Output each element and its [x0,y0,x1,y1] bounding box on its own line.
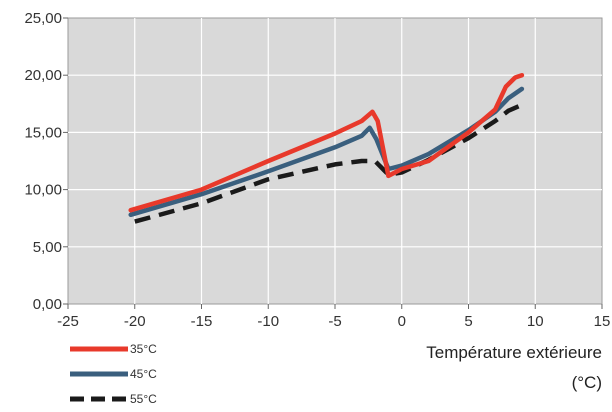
y-tick-label: 0,00 [33,296,62,313]
x-tick-label: 5 [464,313,472,330]
legend-label: 35°C [130,342,157,356]
y-tick-label: 25,00 [24,10,62,27]
y-tick-label: 5,00 [33,239,62,256]
series-line-3 [134,102,523,224]
y-tick-label: 20,00 [24,67,62,84]
x-tick-label: 0 [398,313,406,330]
x-axis-label: Température extérieure [426,343,602,362]
legend-label: 45°C [130,367,157,381]
x-tick-label: -25 [57,313,79,330]
x-tick-label: 10 [527,313,544,330]
x-axis-label-block: Température extérieure (°C) [426,338,602,398]
y-tick-label: 15,00 [24,124,62,141]
data-series [128,72,525,224]
series-line-1 [128,72,525,213]
x-tick-label: -20 [124,313,146,330]
y-tick-label: 10,00 [24,182,62,199]
x-tick-label: -10 [257,313,279,330]
x-tick-label: -15 [191,313,213,330]
x-tick-label: -5 [328,313,341,330]
x-axis-unit: (°C) [571,373,602,392]
x-tick-label: 15 [594,313,611,330]
axis-ticks: -25 -20 -15 -10 -5 0 5 10 15 0,00 5,00 10,00 15,00 20… [24,10,610,330]
legend-label: 55°C [130,392,157,406]
legend: 35°C 45°C 55°C [70,342,157,406]
